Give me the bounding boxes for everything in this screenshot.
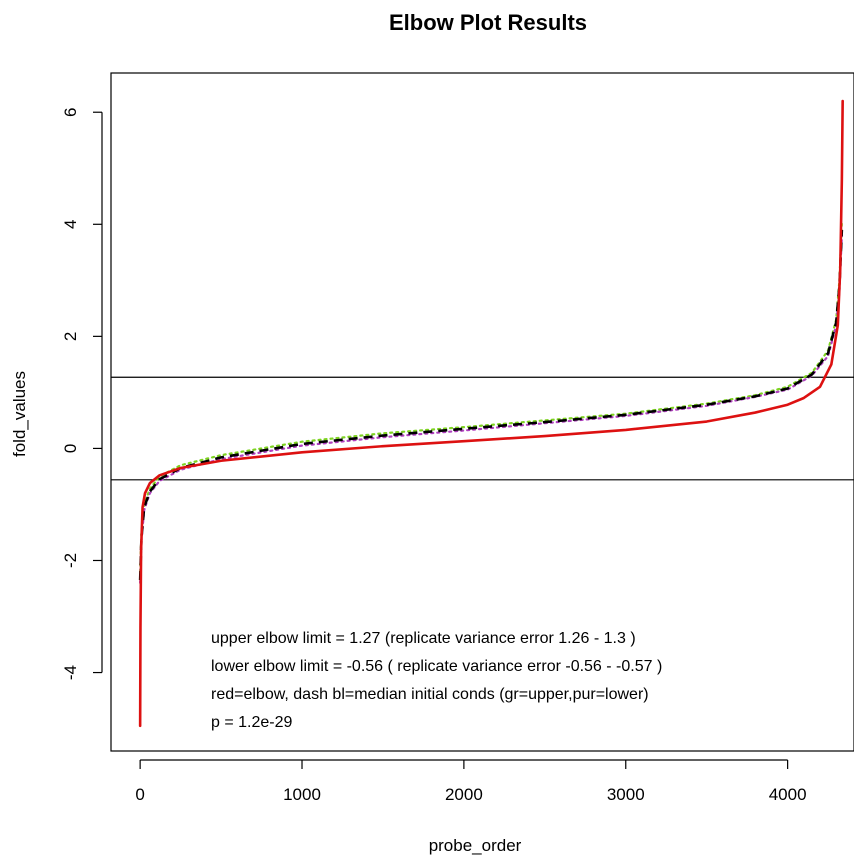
annotation-block: upper elbow limit = 1.27 (replicate vari… bbox=[211, 630, 662, 731]
chart-title: Elbow Plot Results bbox=[389, 10, 587, 35]
y-tick-label: 6 bbox=[61, 107, 80, 116]
x-axis-label: probe_order bbox=[429, 836, 522, 855]
x-tick-label: 1000 bbox=[283, 785, 321, 804]
y-tick-label: 4 bbox=[61, 220, 80, 229]
series-line-4 bbox=[138, 99, 844, 728]
y-axis-label: fold_values bbox=[10, 371, 29, 457]
y-tick-label: 0 bbox=[61, 444, 80, 453]
y-tick-label: -4 bbox=[61, 665, 80, 680]
y-axis: -4 -2 0 2 4 6 bbox=[61, 107, 103, 680]
annotation-upper-limit: upper elbow limit = 1.27 (replicate vari… bbox=[211, 630, 636, 647]
annotation-legend: red=elbow, dash bl=median initial conds … bbox=[211, 686, 649, 703]
series-line-3 bbox=[138, 229, 844, 581]
x-axis: 0 1000 2000 3000 4000 bbox=[135, 759, 807, 804]
x-tick-label: 2000 bbox=[445, 785, 483, 804]
series-line-1 bbox=[139, 220, 843, 573]
x-tick-label: 4000 bbox=[769, 785, 807, 804]
x-tick-label: 0 bbox=[135, 785, 144, 804]
annotation-lower-limit: lower elbow limit = -0.56 ( replicate va… bbox=[211, 658, 662, 675]
x-tick-label: 3000 bbox=[607, 785, 645, 804]
annotation-p-value: p = 1.2e-29 bbox=[211, 714, 293, 731]
y-tick-label: 2 bbox=[61, 332, 80, 341]
y-tick-label: -2 bbox=[61, 553, 80, 568]
elbow-limit-lines bbox=[111, 376, 854, 481]
plot-frame bbox=[110, 72, 854, 752]
series-line-2 bbox=[139, 234, 843, 584]
series-lines bbox=[138, 99, 844, 728]
